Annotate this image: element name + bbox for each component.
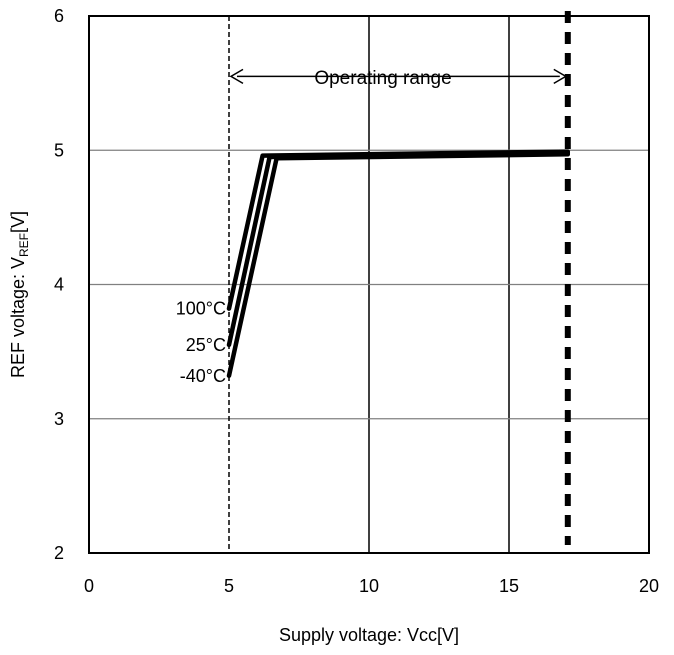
series-line — [226, 152, 571, 379]
x-tick-label: 15 — [499, 576, 519, 596]
y-axis-label-subscript: REF — [17, 233, 31, 257]
curves: 100°C 25°C -40°C — [176, 149, 571, 386]
chart-grid — [89, 16, 649, 553]
y-tick-label: 6 — [54, 6, 64, 26]
y-tick-labels: 2 3 4 5 6 — [54, 6, 64, 563]
x-tick-label: 20 — [639, 576, 659, 596]
y-tick-label: 2 — [54, 543, 64, 563]
x-axis-label: Supply voltage: Vcc[V] — [279, 625, 459, 645]
series-line — [226, 150, 571, 348]
y-tick-label: 3 — [54, 409, 64, 429]
x-tick-labels: 0 5 10 15 20 — [84, 576, 659, 596]
series-label: -40°C — [180, 366, 226, 386]
operating-range-label: Operating range — [314, 68, 451, 89]
x-tick-label: 10 — [359, 576, 379, 596]
series-label: 100°C — [176, 299, 226, 319]
x-tick-label: 0 — [84, 576, 94, 596]
x-tick-label: 5 — [224, 576, 234, 596]
series-line — [226, 149, 571, 311]
y-tick-label: 5 — [54, 140, 64, 160]
annotations: Operating range — [228, 11, 571, 553]
plot-frame — [88, 15, 650, 554]
y-axis-label-unit: [V] — [8, 211, 28, 233]
y-axis-label-main: REF voltage: V — [8, 257, 28, 378]
arrow-head-right — [553, 68, 568, 85]
series-label: 25°C — [186, 335, 226, 355]
y-axis-label: REF voltage: VREF[V] — [8, 211, 31, 378]
y-tick-label: 4 — [54, 275, 64, 295]
arrow-head-left — [229, 68, 244, 85]
